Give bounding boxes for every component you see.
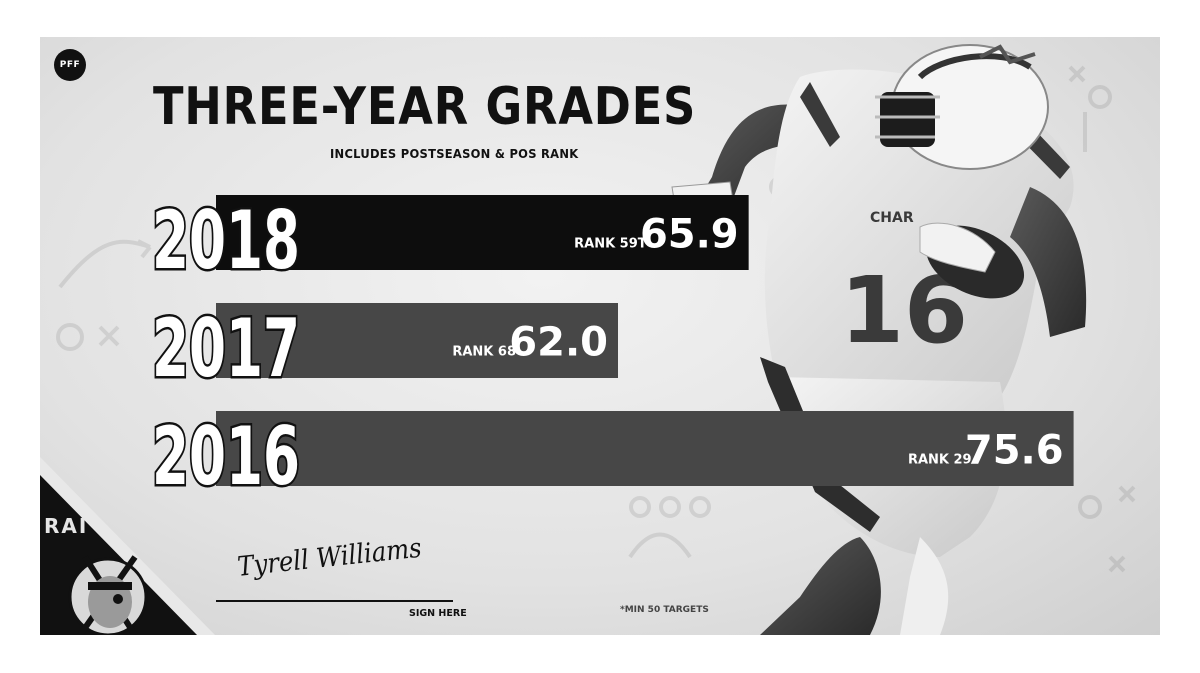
team-corner-text: RAI [44,514,88,538]
sign-here-caption: SIGN HERE [409,608,467,619]
rank-label-2016: RANK 29 [908,453,972,468]
raiders-shield-icon [68,555,148,635]
jersey-team-text: CHAR [870,210,914,226]
grade-value-2017: 62.0 [509,320,608,366]
bar-2017 [216,303,618,378]
page-title: THREE-YEAR GRADES [153,77,697,137]
rank-label-2017: RANK 68 [452,345,516,360]
bar-2018 [216,195,749,270]
signature-line [216,600,453,602]
page-subtitle: INCLUDES POSTSEASON & POS RANK [330,146,579,161]
bar-2016 [216,411,1074,486]
footnote: *MIN 50 TARGETS [620,605,709,615]
grade-value-2016: 75.6 [965,428,1064,474]
year-label-2017: 2017 [152,302,300,395]
year-label-2016: 2016 [152,410,300,503]
team-corner-badge: RAI [40,457,215,635]
player-photo: 16 CHAR [671,44,1087,635]
grade-value-2018: 65.9 [640,212,739,258]
stat-card: 16 CHAR 2018 65.9 RANK 59T 2017 62.0 RANK 68 2… [40,37,1160,635]
pff-logo: PFF [54,49,86,81]
year-label-2018: 2018 [152,194,300,287]
rank-label-2018: RANK 59T [574,237,647,252]
